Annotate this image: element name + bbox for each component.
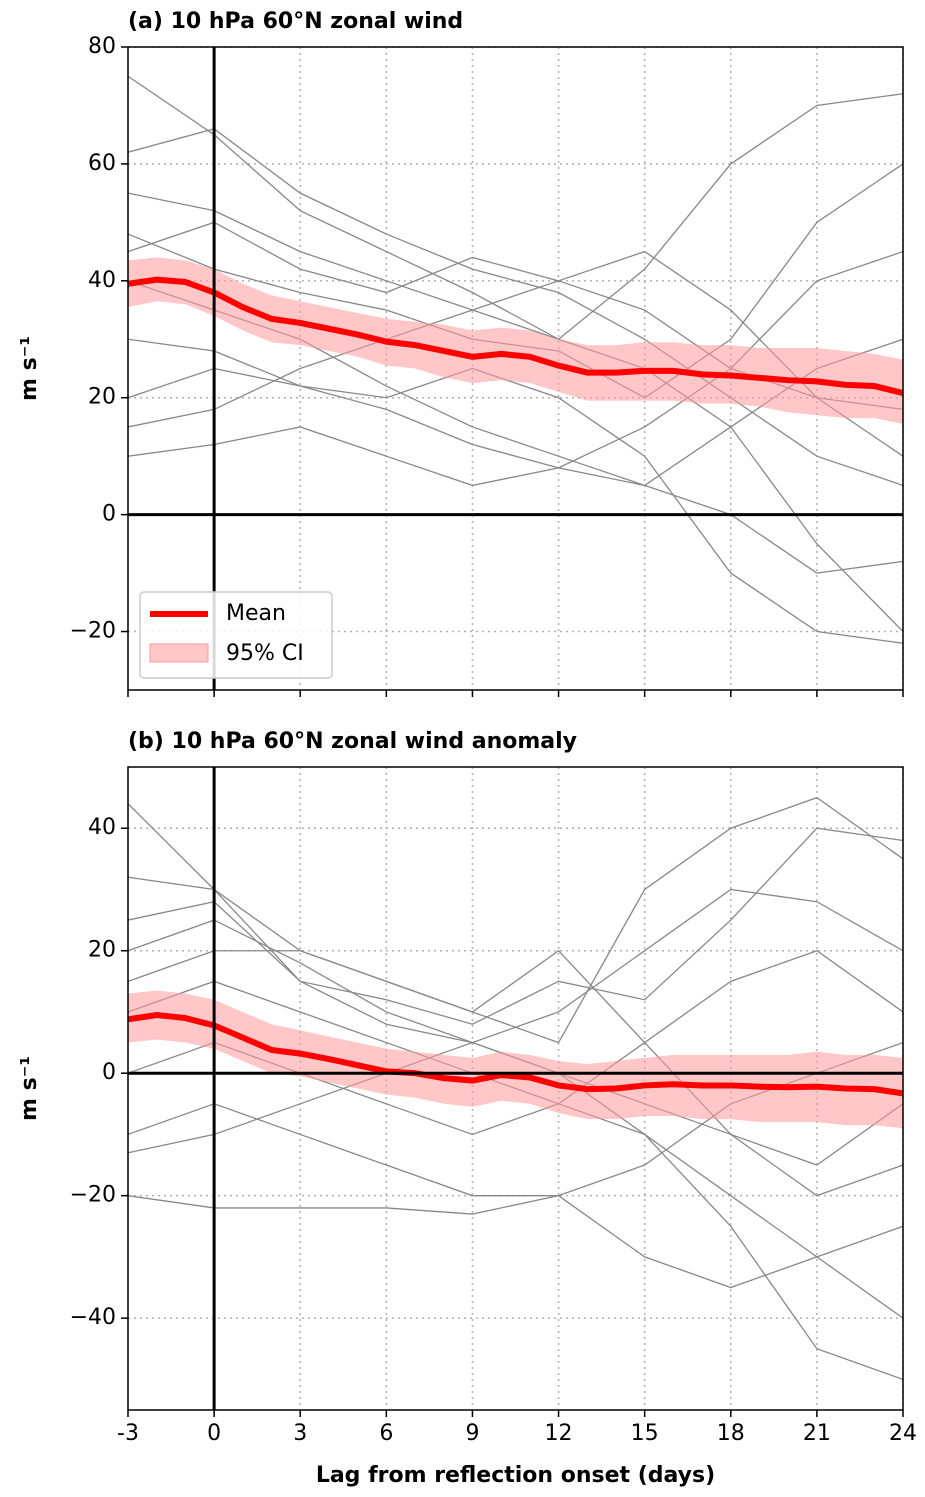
member-line [128, 128, 903, 487]
plot-frame [127, 766, 904, 1411]
y-tick-label: 80 [88, 34, 116, 59]
y-axis-label: m s⁻¹ [17, 1056, 42, 1121]
panel-title: (b) 10 hPa 60°N zonal wind anomaly [128, 729, 577, 754]
y-tick-label: −20 [70, 1183, 116, 1208]
member-line [128, 367, 903, 644]
mean-line [128, 276, 903, 396]
x-tick-label: -3 [117, 1421, 139, 1446]
x-tick-label: 21 [803, 1421, 831, 1446]
y-tick-label: 40 [88, 268, 116, 293]
legend-label: 95% CI [226, 641, 304, 666]
member-line [128, 827, 903, 1025]
x-tick-label: 15 [631, 1421, 659, 1446]
x-tick-label: 18 [717, 1421, 745, 1446]
y-tick-label: 20 [88, 938, 116, 963]
legend-swatch [149, 643, 209, 663]
y-tick-label: −20 [70, 619, 116, 644]
member-line [128, 1103, 903, 1289]
panel-title: (a) 10 hPa 60°N zonal wind [128, 9, 463, 34]
y-axis-label: m s⁻¹ [17, 336, 42, 401]
y-tick-label: −40 [70, 1305, 116, 1330]
plot-area [128, 796, 903, 1380]
member-line [128, 949, 903, 1197]
x-axis-label: Lag from reflection onset (days) [316, 1463, 715, 1488]
x-tick-label: 0 [207, 1421, 221, 1446]
x-tick-label: 6 [379, 1421, 393, 1446]
x-tick-label: 3 [293, 1421, 307, 1446]
ci-band [128, 990, 903, 1129]
y-tick-label: 20 [88, 385, 116, 410]
mean-line [128, 1011, 903, 1097]
member-line [128, 75, 903, 341]
member-line [128, 192, 903, 633]
plot-area [128, 75, 903, 644]
x-tick-label: 12 [545, 1421, 573, 1446]
member-line [128, 250, 903, 487]
y-tick-label: 40 [88, 815, 116, 840]
ci-band [128, 257, 903, 425]
legend-label: Mean [226, 601, 286, 626]
x-tick-label: 9 [465, 1421, 479, 1446]
plot-frame [127, 46, 904, 691]
x-tick-label: 24 [889, 1421, 917, 1446]
y-tick-label: 0 [102, 502, 116, 527]
y-tick-label: 60 [88, 151, 116, 176]
y-tick-label: 0 [102, 1060, 116, 1085]
member-line [128, 796, 903, 1044]
